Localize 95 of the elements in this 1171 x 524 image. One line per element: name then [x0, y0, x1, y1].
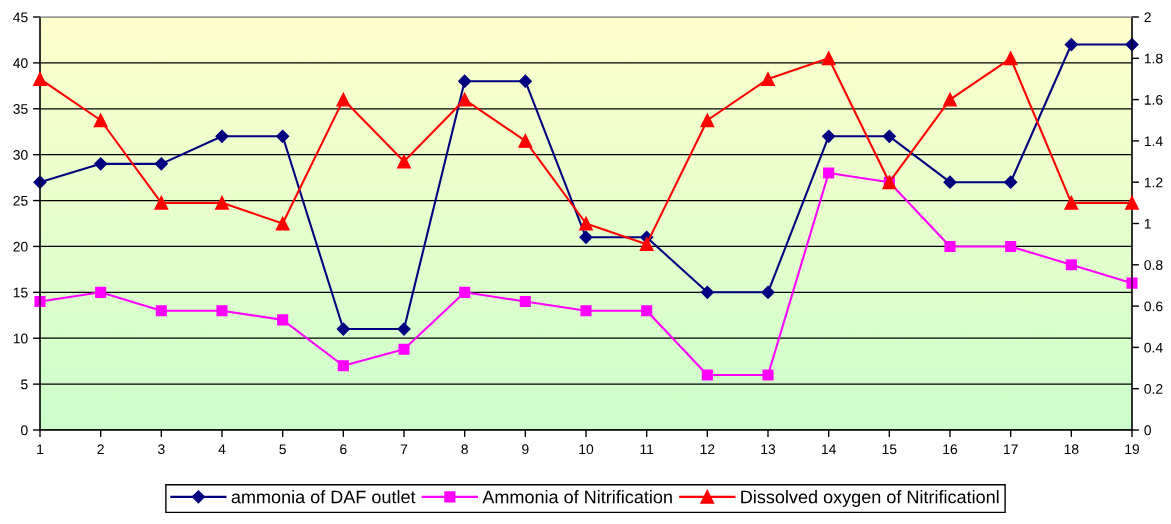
point: [215, 129, 229, 143]
point: [579, 230, 593, 244]
legend-label: ammonia of DAF outlet: [231, 490, 416, 504]
point: [823, 167, 835, 179]
point: [641, 305, 653, 317]
point: [336, 92, 351, 107]
x-tick-label: 8: [461, 444, 468, 455]
point: [93, 113, 108, 128]
point: [277, 314, 289, 326]
point: [639, 237, 654, 252]
point: [700, 113, 715, 128]
legend-label: Ammonia of Nitrification: [482, 490, 672, 504]
point: [398, 343, 410, 355]
point: [275, 216, 290, 231]
y2-tick-label: 0.6: [1144, 301, 1163, 312]
point: [518, 74, 532, 88]
point: [155, 305, 167, 317]
point: [882, 129, 896, 143]
point: [701, 369, 713, 381]
point: [761, 285, 775, 299]
x-tick-label: 18: [1064, 444, 1079, 455]
point: [215, 195, 229, 210]
y2-tick-label: 1.2: [1144, 177, 1163, 188]
y2-tick-label: 1.4: [1144, 136, 1163, 146]
point: [943, 175, 957, 189]
legend-label: Dissolved oxygen of Nitrificationl: [741, 490, 999, 507]
y-tick-label: 40: [13, 58, 28, 69]
point: [276, 129, 290, 143]
x-tick-label: 15: [882, 444, 897, 455]
point: [95, 286, 107, 298]
point: [579, 216, 593, 231]
point: [762, 369, 774, 381]
x-tick-label: 6: [340, 444, 347, 455]
y2-tick-label: 2: [1144, 12, 1151, 23]
x-tick-label: 3: [158, 444, 165, 455]
point: [1125, 195, 1139, 210]
point: [1064, 195, 1079, 210]
point: [1065, 259, 1077, 271]
y-tick-label: 20: [13, 241, 28, 252]
x-tick-label: 10: [579, 444, 594, 455]
x-tick-label: 1: [37, 444, 44, 454]
point: [580, 305, 592, 317]
x-tick-label: 11: [640, 444, 654, 454]
x-tick-label: 17: [1004, 444, 1018, 454]
x-tick-label: 19: [1125, 444, 1140, 455]
y2-tick-label: 0: [1144, 425, 1151, 436]
x-tick-label: 14: [822, 444, 836, 454]
y2-tick-label: 0.4: [1144, 342, 1163, 353]
point: [943, 92, 957, 107]
point: [519, 295, 531, 308]
x-tick-label: 4: [218, 444, 226, 454]
y-tick-label: 45: [13, 12, 28, 23]
point: [1064, 37, 1078, 52]
point: [459, 286, 471, 298]
point: [1004, 175, 1018, 189]
y-tick-label: 35: [13, 104, 28, 114]
point: [397, 154, 411, 169]
x-tick-label: 12: [700, 444, 715, 454]
x-tick-label: 9: [522, 444, 529, 455]
y-tick-label: 30: [13, 150, 28, 160]
x-tick-label: 16: [943, 444, 958, 455]
point: [336, 322, 350, 336]
y-tick-label: 0: [21, 425, 28, 436]
point: [397, 322, 411, 336]
point: [761, 72, 775, 86]
x-tick-label: 2: [97, 444, 104, 454]
point: [518, 133, 533, 148]
x-tick-label: 13: [761, 444, 776, 455]
point: [216, 305, 228, 317]
point: [821, 51, 836, 66]
y2-tick-label: 1.8: [1144, 53, 1163, 64]
point: [34, 295, 46, 308]
point: [1005, 240, 1017, 253]
y2-tick-label: 0.8: [1144, 260, 1163, 270]
point: [1003, 51, 1018, 66]
point: [457, 92, 472, 107]
x-tick-label: 5: [279, 444, 286, 455]
point: [337, 360, 349, 372]
point: [154, 195, 169, 210]
y2-tick-label: 1.6: [1144, 94, 1163, 105]
point: [944, 240, 956, 253]
point: [33, 72, 47, 86]
y-tick-label: 5: [21, 379, 28, 390]
point: [822, 129, 836, 143]
point: [1126, 277, 1138, 289]
y-tick-label: 15: [13, 287, 28, 298]
point: [458, 74, 472, 88]
point: [154, 157, 168, 171]
y-tick-label: 25: [13, 195, 28, 206]
x-tick-label: 7: [400, 444, 408, 454]
y2-tick-label: 0.2: [1144, 384, 1163, 394]
point: [94, 157, 108, 171]
y-tick-label: 10: [13, 333, 28, 344]
y2-tick-label: 1: [1144, 218, 1151, 229]
point: [700, 285, 714, 299]
